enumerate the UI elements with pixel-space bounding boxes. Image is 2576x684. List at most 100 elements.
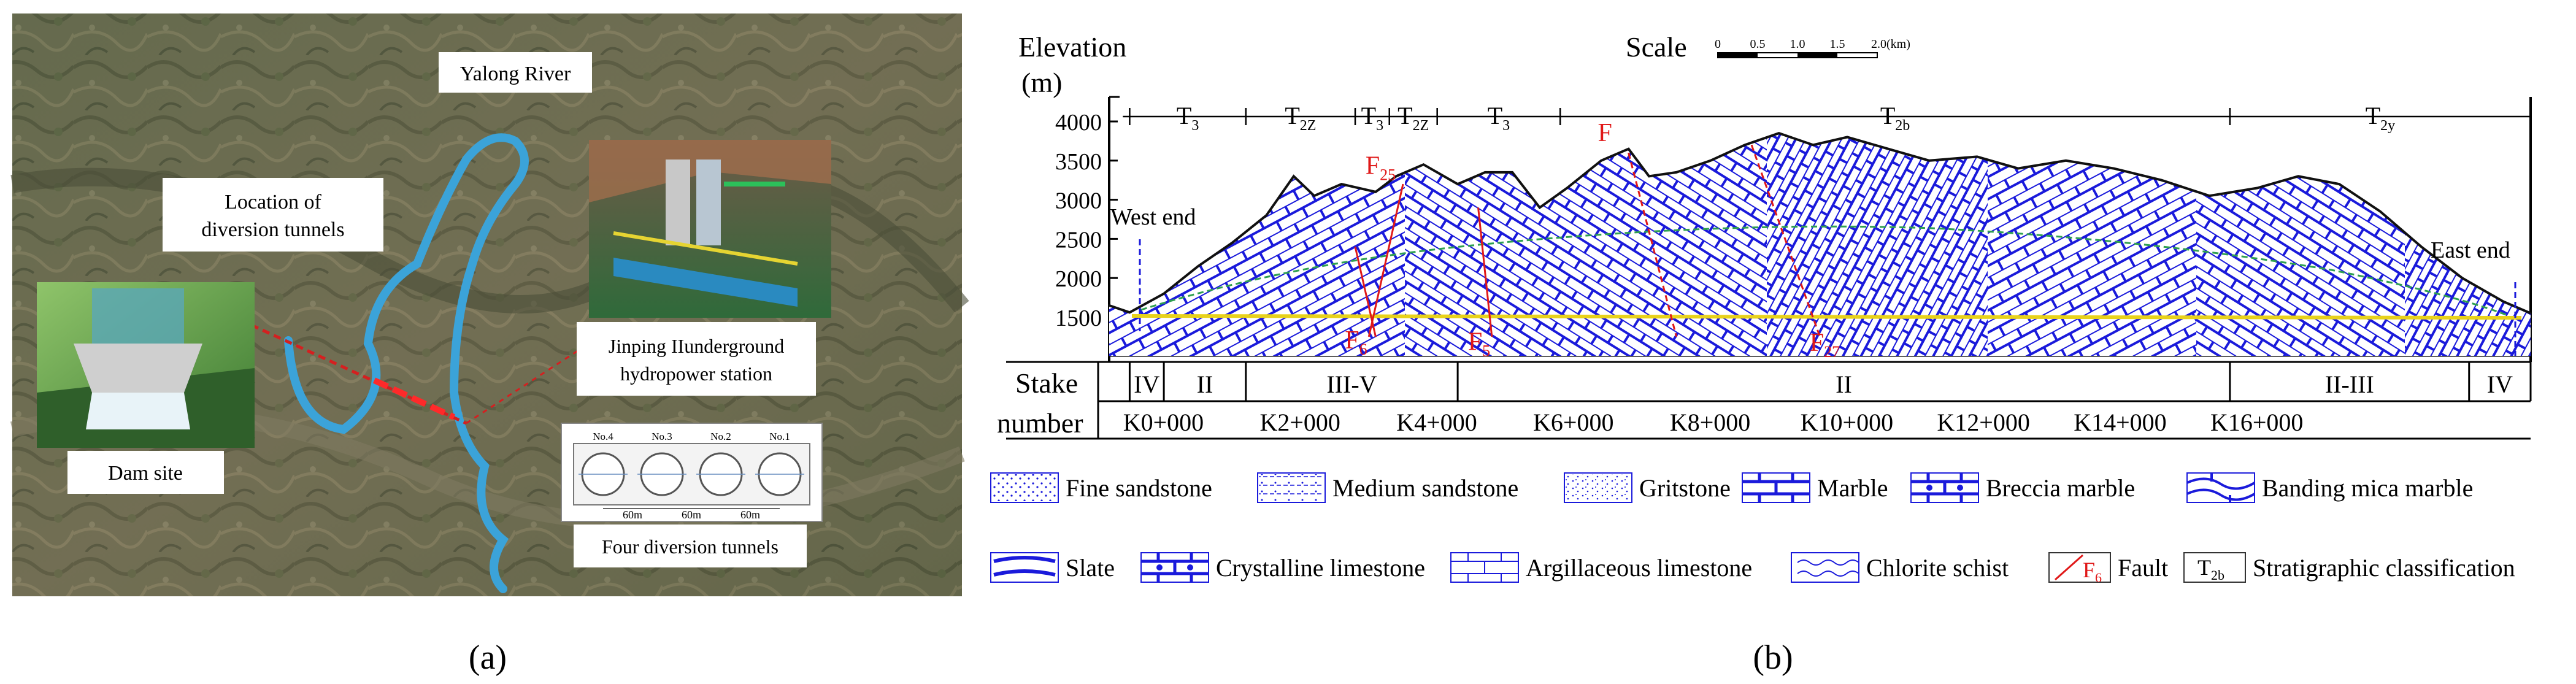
label-four-tunnels: Four diversion tunnels (574, 525, 807, 567)
legend-label: Chlorite schist (1866, 554, 2009, 582)
scale-tick-label: 0.5 (1750, 37, 1766, 51)
scale-tick-label: 1.5 (1830, 37, 1845, 51)
y-tick-label: 2500 (1055, 227, 1102, 253)
fault-label: F6 (1345, 326, 1367, 358)
fault-label: F27 (1810, 329, 1840, 361)
scale-title: Scale (1626, 31, 1687, 63)
svg-text:hydropower station: hydropower station (620, 363, 772, 385)
rock-class-label: II-III (2325, 371, 2374, 398)
svg-text:diversion tunnels: diversion tunnels (201, 218, 344, 241)
legend: Fine sandstone Medium sandstone Gritstone M… (990, 472, 2515, 585)
y-axis-ticks: 4000 3500 3000 2500 2000 1500 (1055, 110, 1118, 331)
fault-line (1750, 144, 1821, 337)
label-dam-site: Dam site (67, 451, 224, 494)
tunnel-number: No.4 (593, 431, 613, 442)
legend-swatch-crystal (1140, 552, 1209, 583)
svg-text:Four diversion tunnels: Four diversion tunnels (602, 536, 779, 558)
dam-site-photo (37, 282, 255, 448)
stake-number: K12+000 (1937, 409, 2029, 436)
tunnel-number: No.3 (652, 431, 672, 442)
fault-line (1367, 183, 1404, 337)
legend-label: Banding mica marble (2262, 474, 2473, 502)
fault-label: F (1598, 119, 1612, 147)
rock-class-label: II (1836, 371, 1852, 398)
fault-line (1477, 207, 1493, 337)
panel-a-map: Yalong River Location of diversion tunne… (10, 13, 969, 596)
tunnel-spacing-label: 60m (623, 509, 642, 521)
y-axis-unit: (m) (1021, 67, 1062, 98)
label-yalong-river: Yalong River (439, 52, 592, 93)
stratum-label: T3 (1177, 102, 1199, 134)
legend-label: Slate (1066, 554, 1115, 582)
tunnel-number: No.1 (769, 431, 790, 442)
legend-swatch-banding (2186, 472, 2256, 503)
diversion-tunnel-line (250, 323, 467, 425)
legend-swatch-argil (1450, 552, 1519, 583)
svg-text:Jinping IIunderground: Jinping IIunderground (609, 335, 784, 357)
scale-tick-label: 0 (1715, 37, 1721, 51)
legend-label: Medium sandstone (1332, 474, 1518, 502)
legend-label: Argillaceous limestone (1526, 554, 1752, 582)
legend-swatch-fault: F6 (2048, 552, 2111, 585)
rock-hatching (1109, 133, 2531, 356)
fault-line (1354, 246, 1377, 337)
rock-class-label: III-V (1326, 371, 1377, 398)
stratum-label: T2Z (1285, 102, 1316, 134)
svg-text:F6: F6 (2083, 558, 2102, 585)
stake-number: K8+000 (1670, 409, 1750, 436)
legend-swatch-strat: T2b (2183, 552, 2246, 583)
y-tick-label: 3000 (1055, 188, 1102, 214)
groundwater-line (1140, 225, 2510, 317)
legend-swatch-chlorite (1791, 552, 1859, 583)
y-tick-label: 4000 (1055, 110, 1102, 136)
stake-label: Stake (1015, 367, 1078, 399)
stake-number: K14+000 (2074, 409, 2166, 436)
stake-number: K6+000 (1533, 409, 1613, 436)
legend-label: Gritstone (1639, 474, 1731, 502)
legend-label: Fault (2118, 554, 2168, 582)
legend-swatch-fine (990, 472, 1059, 503)
stratum-label: T3 (1361, 102, 1383, 134)
west-end-label: West end (1110, 204, 1196, 230)
tunnel-spacing-label: 60m (682, 509, 701, 521)
legend-label: Fine sandstone (1066, 474, 1212, 502)
fault-label: F5 (1468, 328, 1490, 360)
legend-label: Crystalline limestone (1216, 554, 1425, 582)
y-tick-label: 2000 (1055, 266, 1102, 292)
fault-line (1628, 152, 1678, 337)
tunnel-number: No.2 (710, 431, 731, 442)
rock-class-label: II (1197, 371, 1213, 398)
scale-tick-label: 2.0(km) (1871, 37, 1910, 51)
hydropower-station-photo (589, 140, 831, 318)
fault-lines: F25 F F6 F5 F27 (1345, 119, 1840, 361)
number-label: number (997, 407, 1083, 439)
legend-label: Marble (1817, 474, 1888, 502)
diversion-tunnel-axis (1131, 314, 2522, 320)
legend-swatch-grit (1564, 472, 1632, 503)
stake-number: K10+000 (1801, 409, 1893, 436)
rock-class-label: IV (2487, 371, 2513, 398)
legend-swatch-marble (1742, 472, 1810, 503)
y-axis-title: Elevation (1018, 31, 1126, 63)
legend-swatch-slate (990, 552, 1059, 583)
stake-number: K16+000 (2210, 409, 2303, 436)
fault-label: F25 (1366, 152, 1396, 183)
legend-label: Breccia marble (1986, 474, 2135, 502)
label-location: Location of diversion tunnels (163, 178, 383, 252)
panel-b-caption: (b) (1753, 639, 1793, 677)
scale-tick-label: 1.0 (1790, 37, 1805, 51)
stake-number-row: K0+000 K2+000 K4+000 K6+000 K8+000 K10+000 K12… (1123, 409, 2304, 436)
svg-text:Dam site: Dam site (108, 462, 183, 485)
tunnel-spacing-label: 60m (740, 509, 760, 521)
stratigraphy-row: T3 T2Z T3 T2Z T3 T2b T2y (1123, 102, 2532, 134)
y-tick-label: 1500 (1055, 305, 1102, 331)
legend-swatch-breccia (1910, 472, 1979, 503)
panel-a-caption: (a) (469, 639, 507, 677)
legend-label: Stratigraphic classification (2253, 554, 2515, 582)
four-tunnels-inset: No.4 No.3 No.2 No.1 60m 60m 60m Four diversion… (561, 423, 823, 567)
y-tick-label: 3500 (1055, 149, 1102, 175)
svg-text:Yalong River: Yalong River (460, 63, 571, 85)
stratum-label: T2Z (1398, 102, 1429, 134)
panel-b-geological-profile: Elevation (m) Scale 0 0.5 1.0 1.5 2.0(km) 40… (990, 31, 2532, 585)
